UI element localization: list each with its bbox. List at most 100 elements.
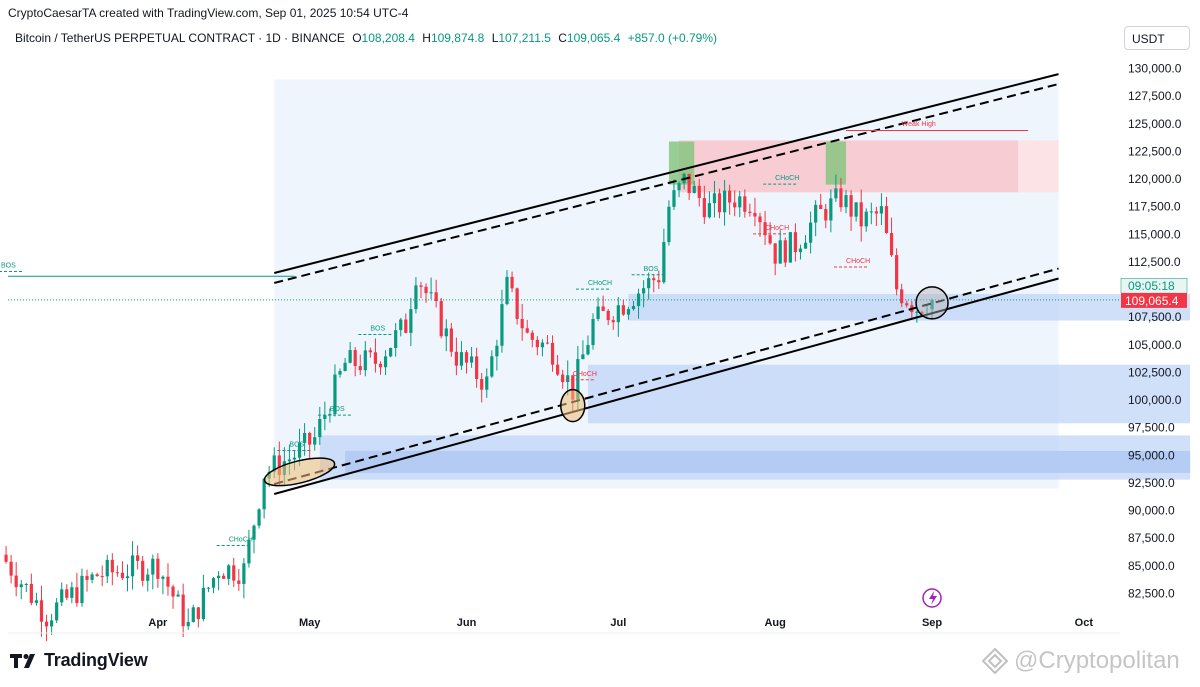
low-label: L [491,31,499,45]
candle-down [793,232,798,253]
highlight-ellipse [915,286,949,320]
candle-down [763,222,767,236]
annotation-label: BOS [1,262,16,269]
candle-up [161,576,165,579]
candle-down [4,554,8,562]
tradingview-logo-icon [10,653,35,668]
candle-up [211,578,216,588]
close-label: C [558,31,567,45]
candle-up [809,222,813,243]
candle-up [834,188,838,199]
candle-up [490,356,494,377]
candle-down [773,243,777,264]
candle-up [591,318,595,346]
candle-up [399,319,403,331]
candle-down [29,583,33,603]
candle-up [227,565,231,579]
candle-down [556,364,560,375]
candle-down [44,621,49,627]
candle-down [697,185,701,198]
candle-up [778,240,782,264]
candle-up [333,374,337,415]
candle-up [854,202,858,217]
y-tick-label: 82,500.0 [1128,586,1175,600]
annotation-label: BOS [289,441,304,448]
order-block-green [825,141,847,185]
candle-up [105,559,109,577]
highlight-ellipse [560,388,586,423]
candle-down [358,366,362,371]
change-value: +857.0 (+0.79%) [627,31,718,45]
symbol-legend: Bitcoin / TetherUS PERPETUAL CONTRACT · … [15,31,717,45]
y-tick-label: 100,000.0 [1128,393,1182,407]
candle-up [130,555,135,577]
candle-down [404,319,408,333]
currency-label: USDT [1132,32,1165,46]
supply-zone-extension [1018,140,1059,193]
candle-down [748,211,752,213]
channel-lower-line [273,277,1059,495]
candle-down [530,332,534,340]
candle-down [171,586,175,597]
candle-down [874,211,878,214]
candle-up [24,583,28,585]
candle-up [626,309,631,315]
candle-down [480,379,484,390]
y-tick-label: 105,000.0 [1128,338,1182,352]
candle-up [540,342,545,348]
candle-up [581,354,585,360]
candle-down [702,197,706,218]
candle-up [343,362,347,372]
annotation-label: Weak High [902,121,936,128]
symbol-name[interactable]: Bitcoin / TetherUS PERPETUAL CONTRACT · … [15,31,345,45]
candle-up [262,478,266,510]
candle-up [500,304,504,346]
candle-down [237,580,241,584]
y-tick-label: 115,000.0 [1128,227,1181,241]
y-tick-label: 122,500.0 [1128,144,1182,158]
candle-up [272,455,276,472]
candle-down [839,188,843,208]
tradingview-brand: TradingView [44,650,148,670]
currency-selector[interactable]: USDT [1124,26,1190,50]
candle-down [520,319,524,329]
candle-up [292,457,297,460]
annotation-label: CHoCH [775,175,799,182]
candle-up [363,350,367,371]
candle-down [535,339,539,348]
candle-up [642,288,646,294]
candle-up [444,328,448,337]
candle-up [707,203,711,218]
candle-down [232,565,236,581]
annotation-label: BOS [370,325,385,332]
candle-down [900,289,904,304]
x-tick-label: Aug [764,617,785,629]
candle-up [55,602,59,621]
candle-up [596,306,600,319]
x-tick-label: Sep [922,617,942,629]
candle-up [672,190,676,207]
candle-down [9,561,13,576]
candle-up [318,419,322,438]
candle-up [257,509,261,526]
candle-up [313,437,317,445]
channel-upper-line [273,73,1059,274]
candle-down [75,587,79,604]
high-label: H [422,31,431,45]
candle-up [252,525,256,540]
candle-up [566,375,570,383]
candle-down [353,350,357,367]
candle-up [829,198,833,221]
candle-up [798,248,803,253]
candle-down [368,350,372,353]
candle-down [166,576,170,587]
y-tick-label: 112,500.0 [1128,255,1181,269]
candle-down [717,193,722,213]
candle-down [110,559,114,573]
annotation-label: BOS [330,406,345,413]
candle-up [631,306,636,310]
candle-up [844,195,848,208]
candle-up [879,206,884,214]
candle-down [849,195,853,217]
